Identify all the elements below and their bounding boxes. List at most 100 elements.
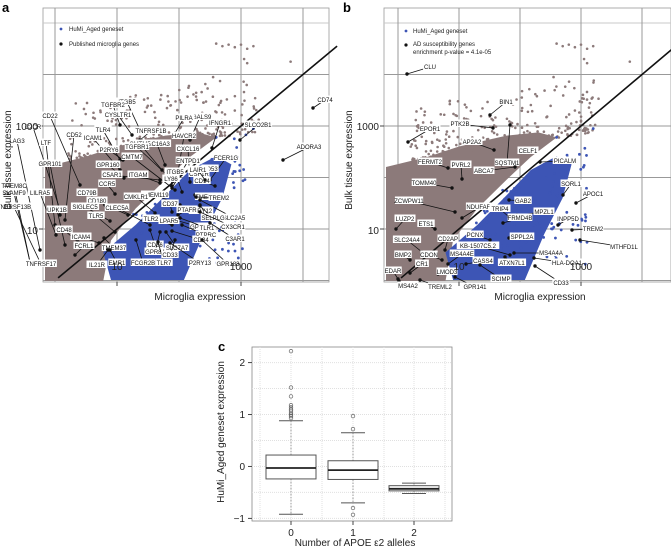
humi-point — [542, 236, 546, 239]
gene-label: SELPLG — [201, 216, 225, 222]
gene-point — [589, 111, 593, 114]
gene-label: LAIR1 — [190, 168, 207, 174]
gene-marker — [158, 178, 162, 182]
gene-point — [577, 111, 581, 114]
humi-point — [153, 202, 157, 206]
humi-point — [140, 224, 144, 228]
gene-point — [78, 152, 81, 155]
gene-marker — [532, 256, 536, 260]
gene-point — [176, 108, 179, 112]
gene-point — [503, 133, 506, 137]
gene-point — [119, 147, 122, 151]
humi-point — [199, 220, 202, 224]
gene-point — [536, 125, 540, 129]
gene-point — [146, 104, 150, 108]
gene-leader-line — [156, 143, 166, 166]
gene-marker — [440, 258, 444, 262]
gene-label-box — [208, 193, 230, 201]
gene-label: PVRL2 — [451, 163, 471, 169]
gene-point — [241, 128, 244, 131]
gene-label: CD52 — [66, 133, 82, 139]
gene-marker — [538, 160, 542, 164]
panel-c-x-axis-title: Number of APOE ε2 alleles — [295, 538, 416, 549]
gene-point — [250, 118, 254, 121]
humi-point — [184, 239, 188, 243]
humi-point — [221, 247, 224, 251]
humi-point — [189, 247, 193, 251]
gene-label: NDUFAF6 — [466, 205, 494, 211]
gene-marker — [170, 223, 174, 227]
gene-marker — [170, 229, 174, 233]
gene-point — [98, 154, 101, 157]
gene-point — [495, 133, 499, 136]
gene-marker — [556, 223, 560, 227]
gene-label: SLC24A4 — [394, 238, 420, 244]
panel-b-x-tick-10: 10 — [453, 262, 465, 273]
humi-point — [585, 186, 588, 190]
gene-point — [128, 149, 132, 153]
humi-point — [515, 254, 519, 258]
gene-point — [561, 94, 565, 97]
gene-point — [179, 125, 183, 129]
gene-leader-line — [117, 114, 133, 136]
gene-label: ABCA7 — [474, 169, 494, 175]
gene-point — [217, 103, 221, 107]
gene-marker — [188, 138, 192, 142]
gene-point-outlier — [591, 44, 595, 48]
gene-point — [200, 90, 203, 94]
gene-point-outlier — [233, 109, 237, 112]
gene-point — [121, 147, 124, 151]
gene-point — [91, 143, 94, 146]
gene-label: ICAM4 — [72, 235, 91, 241]
gene-point — [253, 96, 257, 100]
box-category-1 — [327, 413, 379, 517]
gene-point — [441, 153, 445, 157]
gene-point — [439, 113, 443, 116]
gene-label-box — [135, 126, 167, 134]
gene-point — [149, 104, 153, 107]
gene-marker — [102, 236, 106, 240]
humi-point — [519, 246, 523, 250]
gene-point — [194, 91, 198, 95]
gene-point — [585, 90, 589, 94]
gene-point — [448, 102, 452, 106]
gene-label: MS4A4E — [450, 252, 474, 258]
humi-point — [491, 253, 495, 257]
humi-point — [552, 225, 556, 229]
gene-marker — [188, 180, 192, 184]
gene-label-box — [449, 119, 471, 127]
gene-marker — [405, 72, 409, 76]
gene-point — [89, 154, 92, 158]
gene-label-box — [104, 203, 130, 211]
gene-label: TNFRSF1B — [135, 129, 166, 135]
humi-point — [232, 186, 236, 190]
humi-point — [520, 253, 523, 257]
x-tick-label: 1 — [350, 528, 356, 539]
gene-label-box — [142, 214, 160, 222]
gene-label-box — [472, 256, 494, 264]
gene-point — [531, 134, 535, 138]
gene-label: ITGAM — [129, 173, 148, 179]
gene-label-box — [221, 213, 247, 221]
gene-point — [520, 109, 524, 113]
gene-label-box — [103, 110, 133, 118]
gene-marker — [446, 166, 450, 170]
gene-point-outlier — [585, 61, 589, 65]
gene-label: LPAR5 — [160, 219, 179, 225]
gene-point — [92, 111, 95, 115]
gene-label: TNFRSF13B — [0, 205, 31, 211]
gene-label-box — [127, 170, 149, 178]
gene-point — [579, 119, 583, 122]
gene-label: P2RY13 — [189, 261, 212, 267]
gene-leader-line — [39, 192, 57, 236]
gene-point — [429, 149, 433, 153]
gene-label-box — [100, 100, 126, 108]
legend-black-marker — [404, 43, 408, 47]
panel-b-letter: b — [343, 0, 351, 15]
gene-point — [504, 141, 507, 144]
gene-label-box — [94, 125, 112, 133]
gene-label: EDAR — [385, 269, 402, 275]
gene-point — [536, 130, 539, 133]
gene-point — [194, 95, 198, 98]
gene-label: PICALM — [554, 159, 576, 165]
